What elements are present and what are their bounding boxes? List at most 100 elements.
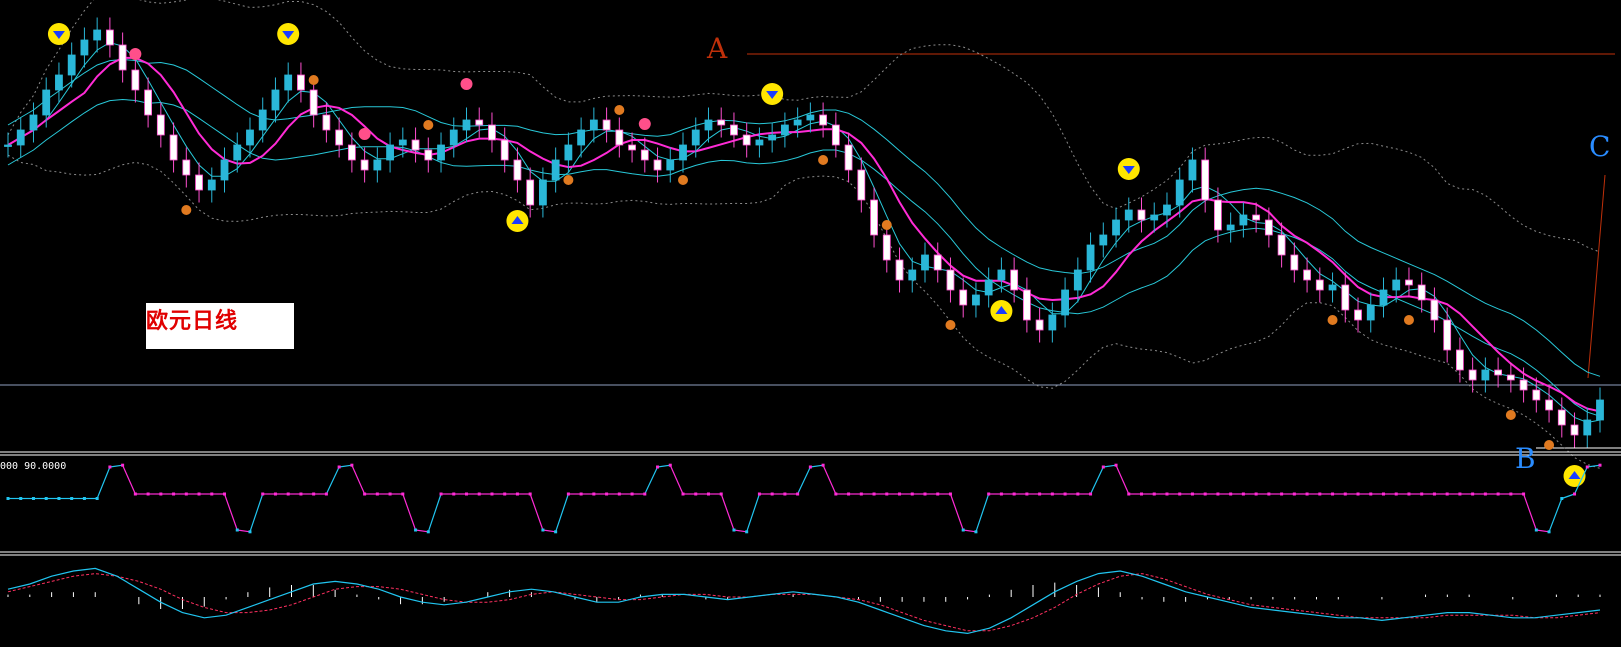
oscillator-point (1534, 528, 1538, 532)
candle-body (1022, 289, 1031, 321)
oscillator-point (286, 492, 290, 496)
oscillator-segment (822, 464, 837, 495)
oscillator-segment (746, 493, 760, 532)
oscillator-point (605, 492, 609, 496)
oscillator-point (299, 492, 303, 496)
oscillator-segment (963, 529, 977, 533)
macd-line (7, 567, 1601, 635)
candle-body (1086, 244, 1095, 271)
oscillator-point (1012, 492, 1016, 496)
oscillator-point (1101, 465, 1105, 469)
oscillator-point (1089, 492, 1093, 496)
oscillator-point (464, 492, 468, 496)
oscillator-point (1190, 492, 1194, 496)
oscillator-segment (542, 529, 556, 533)
oscillator-point (1573, 492, 1577, 496)
oscillator-point (1063, 492, 1067, 496)
oscillator-point (172, 492, 176, 496)
candle-body (449, 129, 458, 146)
candle-body (1405, 279, 1413, 286)
candle-body (742, 134, 751, 146)
oscillator-point (541, 528, 545, 532)
candle-body (831, 124, 840, 146)
oscillator-segment (351, 464, 366, 495)
oscillator-point (1165, 492, 1169, 496)
oscillator-point (898, 492, 902, 496)
candle-body (437, 144, 445, 161)
candle-body (1124, 209, 1133, 221)
oscillator-point (1598, 463, 1602, 467)
oscillator-point (617, 492, 621, 496)
oscillator-segment (325, 466, 340, 495)
oscillator-point (1458, 492, 1462, 496)
oscillator-point (273, 492, 277, 496)
oscillator-segment (975, 493, 990, 532)
candle-body (921, 254, 929, 271)
candle-body (1290, 254, 1299, 271)
oscillator-point (19, 497, 23, 500)
oscillator-point (987, 492, 991, 496)
candle-body (195, 174, 203, 191)
candle-body (602, 119, 611, 131)
candle-body (347, 144, 356, 161)
oscillator-point (923, 492, 927, 496)
oscillator-point (1432, 492, 1436, 496)
oscillator-point (1496, 492, 1500, 496)
bollinger-lower (7, 154, 1601, 469)
candle-body (80, 39, 89, 56)
candle-body (411, 139, 420, 151)
oscillator-point (1076, 492, 1080, 496)
candle-body (857, 169, 866, 201)
candle-body (258, 109, 267, 131)
oscillator-point (235, 528, 239, 532)
oscillator-point (859, 492, 863, 496)
candle-body (679, 144, 687, 161)
oscillator-point (796, 492, 800, 496)
candle-body (360, 159, 369, 171)
candle-body (717, 119, 726, 126)
oscillator-point (783, 492, 787, 496)
candle-body (1010, 269, 1019, 291)
oscillator-segment (797, 466, 811, 495)
oscillator-point (82, 497, 86, 500)
buy-signal-icon-arrow (995, 306, 1008, 314)
buy-signal-icon-arrow (511, 216, 524, 224)
oscillator-segment (109, 464, 123, 468)
oscillator-point (1038, 492, 1042, 496)
candle-body (730, 124, 738, 136)
oscillator-point (248, 530, 252, 534)
oscillator-point (515, 492, 519, 496)
oscillator-point (312, 492, 316, 496)
oscillator-segment (402, 493, 417, 531)
oscillator-segment (339, 464, 352, 468)
candle-body (1239, 214, 1248, 226)
oscillator-segment (1103, 464, 1117, 468)
oscillator-segment (949, 493, 964, 531)
minor-sell-icon (129, 48, 142, 60)
candle-body (895, 259, 904, 281)
oscillator-point (452, 492, 456, 496)
candle-body (1035, 319, 1044, 331)
candle-body (1366, 304, 1375, 321)
oscillator-point (426, 530, 430, 534)
candle-body (500, 139, 509, 161)
candle-body (1557, 409, 1566, 426)
minor-sell-icon (638, 118, 651, 130)
minor-dot-icon (945, 320, 956, 330)
oscillator-point (31, 497, 35, 500)
candle-body (309, 89, 318, 116)
candle-body (335, 129, 344, 146)
minor-sell-icon (460, 78, 473, 90)
candle-body (1175, 179, 1184, 206)
oscillator-point (566, 492, 570, 496)
candle-body (1354, 309, 1362, 321)
candle-body (972, 294, 980, 306)
sell-signal-icon-arrow (52, 31, 65, 39)
oscillator-point (1292, 492, 1296, 496)
sell-signal-icon-arrow (282, 31, 295, 39)
oscillator-point (337, 465, 341, 469)
candle-body (793, 119, 802, 126)
buy-signal-icon-arrow (1568, 471, 1581, 479)
oscillator-point (694, 492, 698, 496)
